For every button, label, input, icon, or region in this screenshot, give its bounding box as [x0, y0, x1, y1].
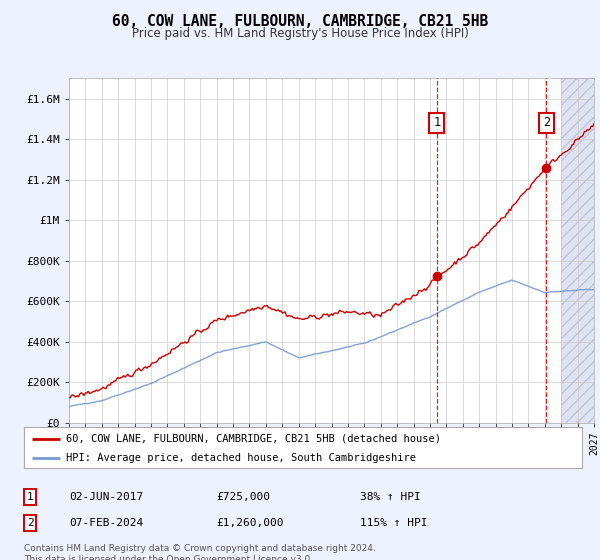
Text: 115% ↑ HPI: 115% ↑ HPI [360, 518, 427, 528]
Text: 07-FEB-2024: 07-FEB-2024 [69, 518, 143, 528]
Text: 60, COW LANE, FULBOURN, CAMBRIDGE, CB21 5HB (detached house): 60, COW LANE, FULBOURN, CAMBRIDGE, CB21 … [66, 433, 441, 444]
Text: Contains HM Land Registry data © Crown copyright and database right 2024.
This d: Contains HM Land Registry data © Crown c… [24, 544, 376, 560]
Bar [561, 78, 600, 423]
Text: 38% ↑ HPI: 38% ↑ HPI [360, 492, 421, 502]
Text: 02-JUN-2017: 02-JUN-2017 [69, 492, 143, 502]
Bar [561, 78, 600, 423]
Text: 60, COW LANE, FULBOURN, CAMBRIDGE, CB21 5HB: 60, COW LANE, FULBOURN, CAMBRIDGE, CB21 … [112, 14, 488, 29]
Text: £725,000: £725,000 [216, 492, 270, 502]
Text: 1: 1 [433, 116, 440, 129]
Text: 2: 2 [543, 116, 550, 129]
Text: HPI: Average price, detached house, South Cambridgeshire: HPI: Average price, detached house, Sout… [66, 452, 416, 463]
Text: Price paid vs. HM Land Registry's House Price Index (HPI): Price paid vs. HM Land Registry's House … [131, 27, 469, 40]
Text: £1,260,000: £1,260,000 [216, 518, 284, 528]
Text: 2: 2 [26, 518, 34, 528]
Text: 1: 1 [26, 492, 34, 502]
